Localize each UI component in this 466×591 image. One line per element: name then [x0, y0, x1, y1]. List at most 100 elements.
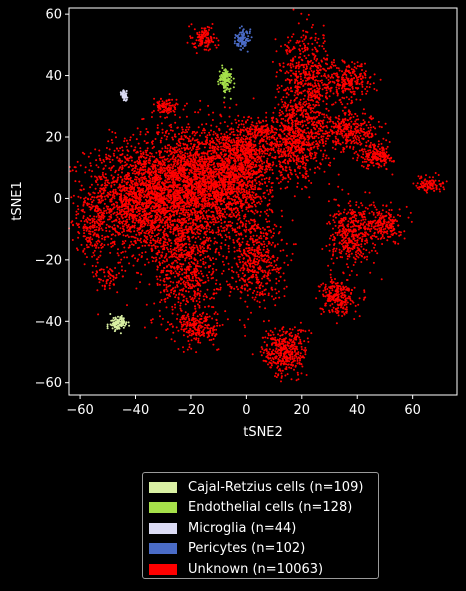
scatter-point	[269, 166, 272, 169]
scatter-point	[265, 212, 268, 215]
scatter-point	[192, 219, 195, 222]
scatter-point	[98, 149, 101, 152]
scatter-point	[187, 148, 190, 151]
scatter-point	[172, 154, 175, 157]
scatter-point	[232, 202, 235, 205]
scatter-point	[199, 247, 202, 250]
scatter-point	[216, 210, 219, 213]
scatter-point	[210, 161, 213, 163]
scatter-point	[89, 162, 92, 165]
scatter-point	[179, 189, 182, 192]
scatter-point	[116, 201, 119, 204]
scatter-point	[190, 142, 193, 145]
scatter-point	[245, 197, 248, 200]
scatter-point	[261, 183, 264, 185]
scatter-point	[221, 236, 224, 239]
scatter-point	[159, 174, 162, 177]
scatter-point	[140, 273, 143, 276]
scatter-point	[171, 173, 174, 176]
scatter-point	[137, 158, 140, 161]
scatter-point	[197, 183, 200, 186]
scatter-point	[154, 164, 157, 167]
scatter-point	[100, 192, 103, 195]
scatter-point	[147, 168, 150, 171]
scatter-point	[78, 180, 81, 183]
scatter-point	[123, 194, 126, 197]
scatter-point	[153, 235, 156, 238]
scatter-point	[156, 278, 159, 281]
scatter-point	[261, 162, 264, 165]
scatter-point	[139, 193, 142, 196]
scatter-point	[139, 130, 142, 133]
scatter-point	[186, 216, 189, 219]
scatter-point	[199, 253, 202, 256]
scatter-point	[198, 202, 201, 205]
scatter-point	[120, 215, 123, 218]
scatter-point	[120, 194, 123, 197]
scatter-point	[112, 188, 115, 191]
scatter-point	[158, 162, 161, 165]
scatter-point	[154, 138, 157, 140]
scatter-point	[206, 152, 209, 154]
scatter-point	[207, 255, 210, 258]
scatter-point	[112, 181, 115, 184]
scatter-point	[175, 234, 177, 237]
scatter-point	[224, 216, 227, 219]
scatter-point	[191, 277, 194, 280]
scatter-point	[104, 198, 107, 201]
scatter-point	[266, 204, 269, 207]
scatter-point	[152, 168, 155, 170]
scatter-point	[140, 176, 143, 179]
scatter-point	[168, 201, 171, 204]
scatter-point	[159, 178, 162, 181]
scatter-point	[158, 181, 160, 184]
scatter-point	[206, 134, 209, 137]
scatter-point	[223, 215, 226, 218]
scatter-point	[149, 236, 152, 239]
scatter-point	[165, 219, 168, 222]
scatter-point	[171, 167, 174, 169]
scatter-point	[176, 224, 179, 227]
scatter-point	[170, 291, 173, 294]
scatter-point	[208, 186, 211, 189]
scatter-point	[247, 210, 250, 213]
scatter-point	[167, 177, 170, 180]
scatter-point	[269, 190, 272, 193]
scatter-point	[133, 149, 135, 152]
scatter-point	[214, 240, 217, 243]
scatter-point	[148, 283, 151, 286]
scatter-point	[200, 279, 203, 282]
scatter-point	[149, 173, 152, 175]
scatter-point	[185, 209, 188, 212]
scatter-point	[157, 206, 160, 209]
scatter-point	[169, 129, 172, 132]
scatter-point	[180, 147, 183, 150]
scatter-point	[209, 221, 212, 224]
scatter-point	[139, 218, 142, 221]
scatter-point	[180, 175, 183, 178]
scatter-point	[103, 210, 106, 212]
scatter-point	[181, 201, 184, 204]
scatter-point	[197, 339, 200, 342]
scatter-point	[194, 292, 196, 295]
scatter-point	[176, 155, 179, 158]
scatter-point	[175, 281, 178, 284]
scatter-point	[174, 194, 177, 197]
scatter-point	[148, 162, 151, 165]
scatter-point	[180, 227, 183, 230]
scatter-point	[170, 266, 173, 269]
scatter-point	[186, 137, 189, 140]
scatter-point	[108, 230, 111, 233]
scatter-point	[159, 291, 162, 294]
scatter-point	[163, 284, 166, 286]
scatter-point	[187, 255, 190, 258]
scatter-point	[125, 192, 128, 195]
scatter-point	[144, 244, 147, 247]
scatter-point	[195, 170, 198, 173]
scatter-point	[244, 201, 247, 204]
scatter-point	[178, 215, 181, 218]
scatter-point	[174, 160, 177, 163]
scatter-point	[246, 201, 249, 204]
scatter-point	[120, 213, 123, 216]
scatter-point	[253, 203, 256, 206]
